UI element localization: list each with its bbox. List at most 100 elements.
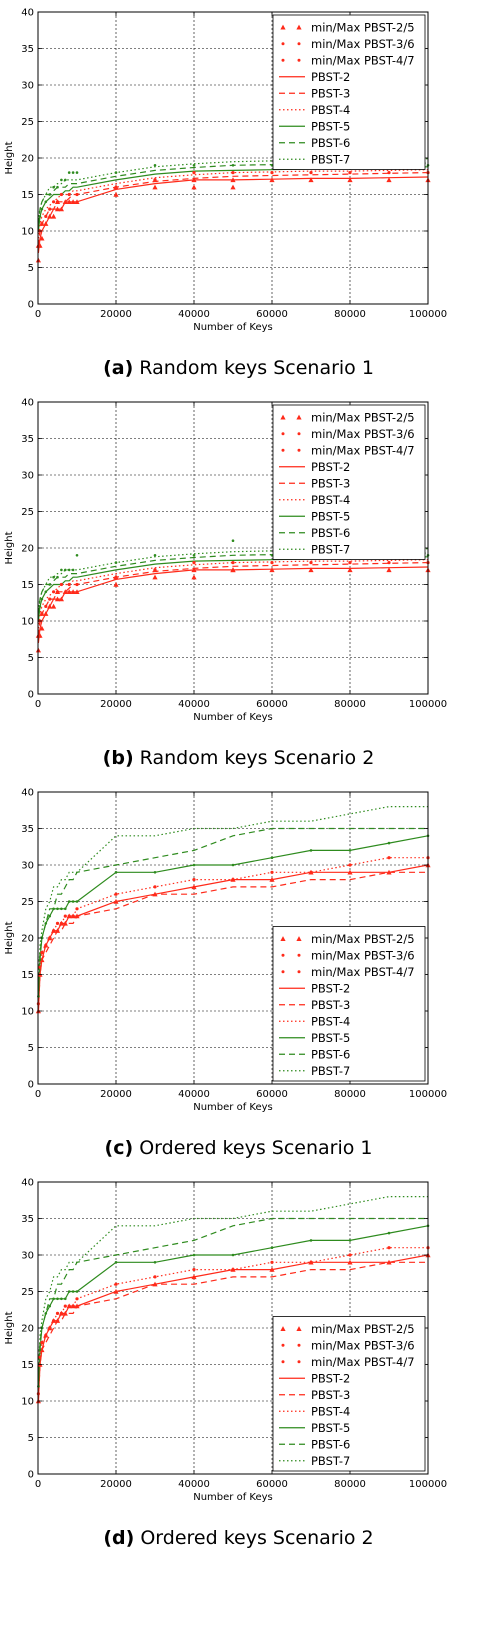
x-axis-label: Number of Keys bbox=[193, 1102, 273, 1113]
marker-point bbox=[40, 612, 44, 616]
marker-point bbox=[58, 596, 64, 602]
marker-point bbox=[52, 929, 56, 933]
marker-point bbox=[191, 1274, 197, 1280]
marker-point bbox=[270, 171, 274, 175]
y-tick-label: 25 bbox=[21, 507, 34, 518]
marker-point bbox=[387, 841, 391, 845]
marker-point bbox=[40, 1341, 44, 1345]
legend-marker bbox=[296, 1326, 302, 1331]
y-tick-label: 10 bbox=[21, 227, 34, 238]
y-tick-label: 25 bbox=[21, 897, 34, 908]
marker-point bbox=[270, 1260, 274, 1264]
marker-point bbox=[44, 214, 48, 218]
series-line bbox=[37, 827, 428, 990]
legend-label: PBST-4 bbox=[311, 1404, 350, 1418]
caption-letter: (d) bbox=[103, 1527, 135, 1549]
x-axis-label: Number of Keys bbox=[193, 712, 273, 723]
marker-point bbox=[67, 1304, 71, 1308]
y-axis-label: Height bbox=[4, 1311, 15, 1344]
marker-point bbox=[152, 891, 158, 897]
marker-point bbox=[48, 1326, 52, 1330]
legend-label: PBST-6 bbox=[311, 136, 350, 150]
marker-point bbox=[67, 1290, 71, 1293]
caption-d: (d) Ordered keys Scenario 2 bbox=[0, 1527, 477, 1549]
y-tick-label: 30 bbox=[21, 471, 34, 482]
legend-label: PBST-6 bbox=[311, 1437, 350, 1451]
legend-label: min/Max PBST-2/5 bbox=[311, 410, 415, 424]
marker-point bbox=[75, 1290, 79, 1293]
x-tick-label: 100000 bbox=[409, 699, 447, 710]
marker-point bbox=[52, 200, 56, 204]
legend-label: PBST-5 bbox=[311, 119, 350, 133]
marker-point bbox=[387, 856, 391, 860]
legend-label: PBST-5 bbox=[311, 509, 350, 523]
marker-point bbox=[58, 206, 64, 212]
legend: min/Max PBST-2/5 min/Max PBST-3/6 min/Max … bbox=[272, 14, 426, 170]
legend-label: min/Max PBST-2/5 bbox=[311, 932, 415, 946]
marker-point bbox=[347, 567, 353, 573]
y-axis-label: Height bbox=[4, 141, 15, 174]
caption-c: (c) Ordered keys Scenario 1 bbox=[0, 1137, 477, 1159]
marker-point bbox=[38, 1348, 42, 1352]
marker-point bbox=[56, 1297, 59, 1301]
marker-point bbox=[192, 554, 196, 557]
marker-point bbox=[71, 1304, 75, 1308]
marker-point bbox=[308, 177, 314, 183]
legend-marker bbox=[280, 1326, 286, 1331]
marker-point bbox=[51, 213, 57, 219]
x-tick-label: 40000 bbox=[178, 1089, 210, 1100]
x-tick-label: 20000 bbox=[100, 1479, 132, 1490]
y-tick-label: 5 bbox=[28, 653, 34, 664]
marker-point bbox=[52, 1319, 56, 1323]
legend-label: PBST-2 bbox=[311, 70, 350, 84]
marker-point bbox=[54, 596, 61, 602]
marker-point bbox=[152, 184, 158, 190]
marker-point bbox=[153, 554, 157, 557]
marker-point bbox=[66, 589, 72, 594]
legend-marker bbox=[297, 970, 301, 974]
marker-point bbox=[192, 878, 196, 882]
series-line bbox=[37, 566, 429, 643]
marker-point bbox=[39, 625, 45, 631]
marker-point bbox=[348, 171, 352, 175]
marker-point bbox=[62, 589, 68, 594]
marker-point bbox=[191, 184, 197, 190]
marker-point bbox=[66, 199, 72, 204]
y-tick-label: 20 bbox=[21, 154, 34, 165]
caption-text: Ordered keys Scenario 1 bbox=[133, 1137, 373, 1159]
legend-label: PBST-5 bbox=[311, 1421, 350, 1435]
marker-point bbox=[56, 575, 59, 579]
y-tick-label: 20 bbox=[21, 544, 34, 555]
y-axis-label: Height bbox=[4, 531, 15, 564]
y-tick-label: 40 bbox=[21, 788, 34, 799]
marker-point bbox=[192, 561, 196, 565]
x-axis-label: Number of Keys bbox=[193, 1492, 273, 1503]
marker-point bbox=[152, 574, 158, 580]
marker-point bbox=[43, 611, 49, 616]
marker-point bbox=[386, 567, 392, 573]
x-tick-label: 80000 bbox=[334, 1089, 366, 1100]
legend-marker bbox=[280, 414, 286, 420]
series-line bbox=[37, 552, 428, 614]
y-tick-label: 0 bbox=[28, 1080, 34, 1091]
marker-point bbox=[75, 582, 79, 587]
marker-point bbox=[153, 164, 157, 167]
y-tick-label: 40 bbox=[21, 8, 34, 19]
chart-c: 0 20000 40000 60000 80000 100000 0 5 10 15 20 25 30 3… bbox=[4, 788, 447, 1114]
legend-marker bbox=[281, 432, 285, 436]
y-tick-label: 40 bbox=[21, 1178, 34, 1189]
marker-point bbox=[114, 892, 118, 896]
marker-point bbox=[231, 1268, 235, 1272]
marker-point bbox=[348, 561, 352, 565]
marker-point bbox=[55, 590, 60, 594]
marker-point bbox=[114, 171, 118, 174]
legend-label: PBST-3 bbox=[311, 86, 350, 100]
marker-point bbox=[40, 597, 44, 601]
marker-point bbox=[55, 200, 60, 204]
y-tick-label: 5 bbox=[28, 1433, 34, 1444]
marker-point bbox=[114, 1261, 118, 1264]
marker-point bbox=[270, 870, 274, 874]
legend-label: PBST-2 bbox=[311, 460, 350, 474]
marker-point bbox=[192, 164, 196, 167]
marker-point bbox=[270, 856, 274, 859]
